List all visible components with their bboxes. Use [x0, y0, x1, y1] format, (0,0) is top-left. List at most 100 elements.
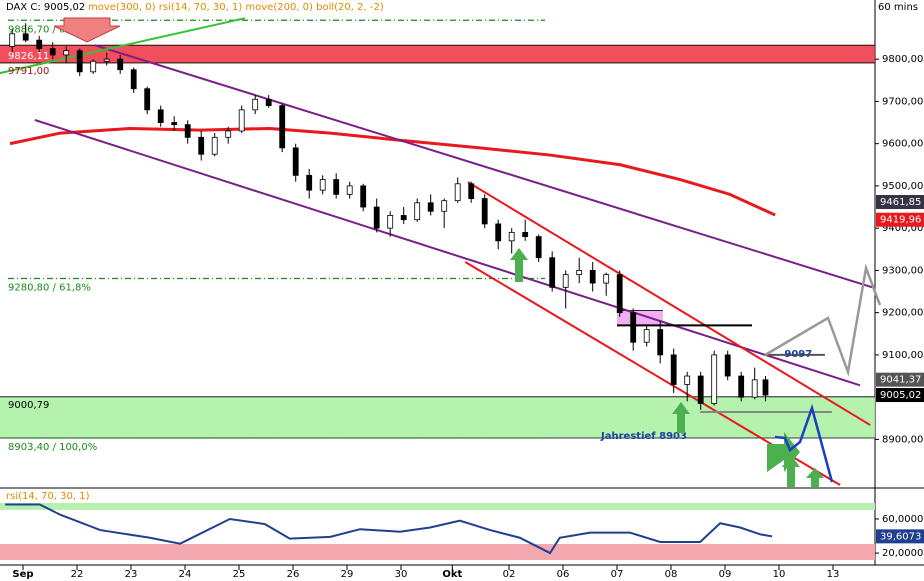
candle-body — [738, 375, 745, 398]
fib-label: 9886,70 / 0,0% — [8, 24, 84, 35]
trendline — [34, 119, 861, 387]
fib-label: 9280,80 / 61,8% — [8, 283, 91, 294]
candle-body — [144, 88, 151, 111]
candle-body — [9, 33, 16, 47]
candle-body — [211, 136, 218, 155]
y-tick-label: 9600,00 — [882, 139, 923, 150]
decorations — [53, 17, 882, 487]
candle-body — [63, 50, 70, 56]
price-tag-label: 9005,02 — [880, 390, 921, 401]
candle-body — [117, 58, 124, 71]
x-tick-label: Okt — [442, 569, 462, 580]
projection — [764, 263, 882, 377]
rsi-line — [5, 503, 773, 555]
rsi-title: rsi(14, 70, 30, 1) — [6, 491, 90, 502]
annotation: 9097 — [784, 349, 812, 360]
price-tag — [876, 529, 924, 544]
timeframe: 60 mins — [878, 2, 918, 13]
x-tick-label: 09 — [719, 569, 732, 580]
candle-body — [414, 202, 421, 221]
candle-body — [400, 215, 407, 221]
candle-body — [22, 33, 29, 41]
up-arrow — [672, 402, 690, 433]
candle-body — [724, 354, 731, 377]
candle-body — [198, 136, 205, 155]
candle-body — [171, 122, 178, 126]
up-arrow — [806, 468, 824, 487]
price-tag — [876, 195, 924, 210]
price-tag-label: 9461,85 — [880, 197, 921, 208]
candle-body — [103, 58, 110, 62]
candle-body — [346, 185, 353, 195]
y-tick-label: 20,0000 — [882, 548, 923, 559]
zone — [616, 310, 663, 326]
candle-body — [508, 231, 515, 242]
x-tick-label: 08 — [665, 569, 678, 580]
trendline — [467, 181, 871, 426]
subtitle: move(300, 0) rsi(14, 70, 30, 1) move(200… — [88, 2, 384, 13]
y-tick-label: 9400,00 — [882, 223, 923, 234]
price-tag-label: 9419,96 — [880, 215, 921, 226]
x-tick-label: 10 — [773, 569, 786, 580]
annotation: 9791,00 — [8, 66, 49, 77]
candle-body — [360, 185, 367, 208]
candle-body — [90, 60, 97, 73]
candle-body — [751, 379, 758, 398]
chart-title: DAX C: 9005,02 — [6, 2, 85, 13]
price-tag-label: 39,6073 — [880, 531, 921, 542]
candle-body — [441, 200, 448, 212]
rsi-band — [0, 544, 875, 561]
trendline — [0, 17, 246, 75]
annotation: Jahrestief 8903 — [600, 431, 687, 442]
candle-body — [670, 354, 677, 385]
y-tick-label: 8900,00 — [882, 434, 923, 445]
y-tick-label: 9500,00 — [882, 181, 923, 192]
candle-body — [630, 312, 637, 343]
fib-label: 8903,40 / 100,0% — [8, 442, 97, 453]
candle-body — [762, 379, 769, 396]
x-tick-label: 30 — [395, 569, 408, 580]
projection — [774, 403, 834, 483]
up-arrow — [510, 248, 528, 282]
candle-body — [495, 223, 502, 242]
candle-body — [522, 231, 529, 238]
candle-body — [319, 179, 326, 191]
candle-body — [279, 105, 286, 149]
candle-body — [616, 274, 623, 314]
x-tick-label: 26 — [287, 569, 300, 580]
y-tick-label: 9300,00 — [882, 265, 923, 276]
candle-body — [589, 270, 596, 284]
down-arrow — [53, 17, 121, 43]
candle-body — [643, 329, 650, 343]
candle-body — [427, 202, 434, 212]
candle-body — [36, 39, 43, 49]
candle-body — [468, 183, 475, 199]
zone — [0, 396, 875, 438]
x-tick-label: 29 — [341, 569, 354, 580]
x-tick-label: Sep — [12, 569, 33, 580]
y-tick-label: 60,0000 — [882, 514, 923, 525]
candle-body — [373, 206, 380, 229]
up-arrow — [782, 455, 800, 487]
candle-body — [292, 147, 299, 176]
candle-body — [76, 50, 83, 73]
trendline — [94, 44, 876, 290]
zone — [0, 45, 875, 63]
candle-body — [184, 124, 191, 138]
price-tag-label: 9041,37 — [880, 375, 921, 386]
annotation: 9000,79 — [8, 400, 49, 411]
candle-body — [576, 270, 583, 276]
candle-body — [306, 174, 313, 191]
candle-body — [454, 183, 461, 202]
candle-body — [238, 109, 245, 132]
price-tag — [876, 212, 924, 227]
x-tick-label: 13 — [827, 569, 840, 580]
candle-body — [333, 179, 340, 195]
candle-body — [225, 130, 232, 138]
candle-body — [684, 375, 691, 385]
candle-body — [130, 69, 137, 90]
y-tick-label: 9800,00 — [882, 54, 923, 65]
candle-body — [657, 329, 664, 356]
axis-panel — [875, 0, 924, 565]
